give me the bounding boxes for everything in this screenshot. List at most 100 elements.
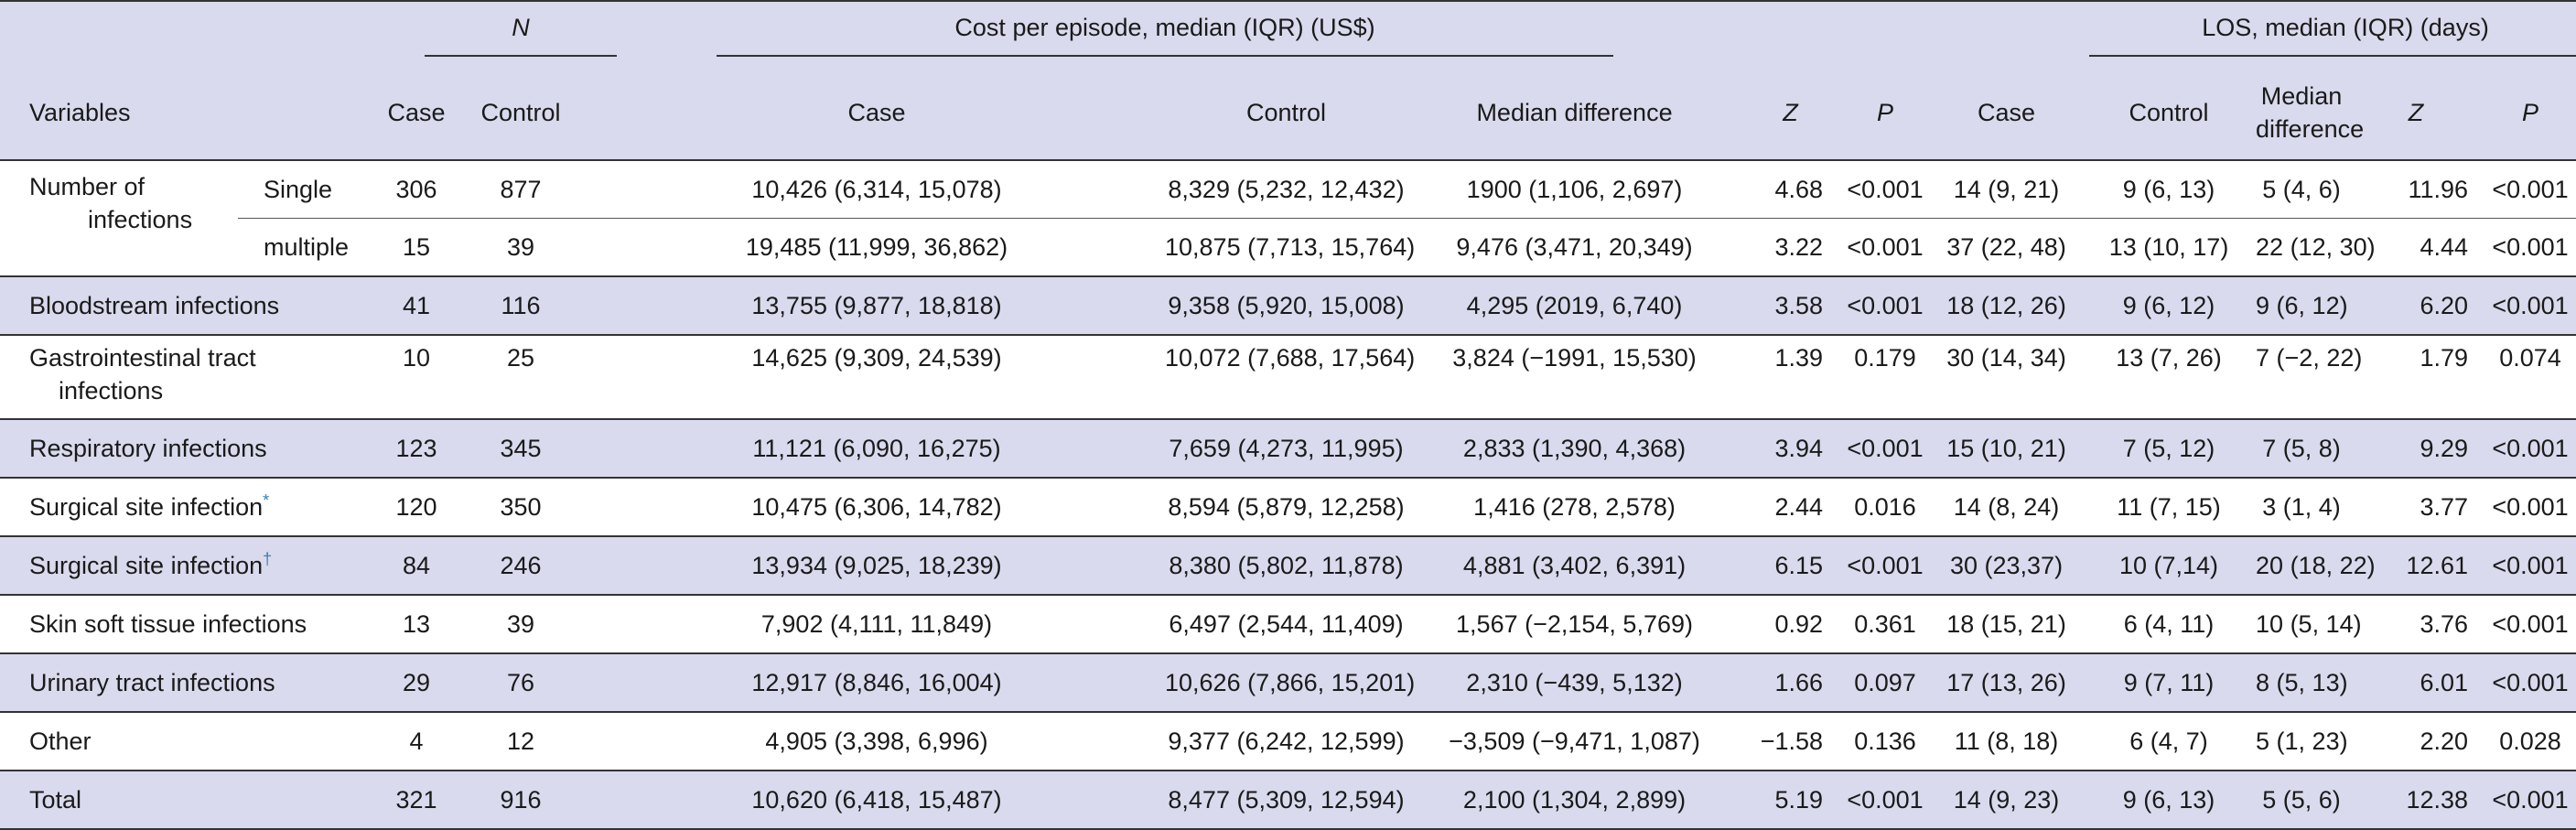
los-z-cell: 2.20: [2347, 712, 2485, 771]
n-control-cell: 877: [453, 160, 588, 219]
table-row: Number of infections Single 306 877 10,4…: [0, 160, 2576, 277]
los-p-cell: <0.001: [2484, 419, 2576, 479]
los-z-cell: 6.20: [2347, 276, 2485, 336]
cost-z-cell: 1.66: [1741, 653, 1840, 713]
n-control-cell: 350: [453, 478, 588, 537]
sub-variable-cell: multiple: [238, 218, 380, 277]
variable-cell: Gastrointestinal tract infections: [0, 335, 380, 420]
n-control-cell: 12: [453, 712, 588, 771]
cost-diff-header: Median difference: [1407, 66, 1742, 161]
cost-control-header: Control: [1165, 66, 1407, 161]
cost-case-cell: 19,485 (11,999, 36,862): [588, 218, 1165, 277]
cost-case-cell: 12,917 (8,846, 16,004): [588, 653, 1165, 713]
cost-p-cell: <0.001: [1839, 276, 1932, 336]
sub-variable-cell: Single: [238, 160, 380, 219]
variable-cell: Bloodstream infections: [0, 276, 380, 336]
n-group-header: N: [380, 1, 662, 66]
los-group-header: LOS, median (IQR) (days): [2082, 1, 2576, 66]
n-case-cell: 4: [380, 712, 453, 771]
los-z-cell: 6.01: [2347, 653, 2485, 713]
table-row: Bloodstream infections 41 116 13,755 (9,…: [0, 276, 2576, 336]
cost-diff-cell: 9,476 (3,471, 20,349): [1407, 218, 1742, 277]
los-case-cell: 30 (23,37): [1931, 536, 2083, 596]
footnote-mark: †: [263, 550, 273, 568]
cost-z-cell: 5.19: [1741, 771, 1840, 830]
n-case-cell: 321: [380, 771, 453, 830]
cost-p-cell: <0.001: [1839, 771, 1932, 830]
los-diff-cell: 5 (5, 6): [2256, 771, 2348, 830]
los-control-cell: 9 (6, 12): [2082, 276, 2257, 336]
cost-control-cell: 8,380 (5,802, 11,878): [1165, 536, 1407, 596]
los-p-cell: <0.001: [2484, 478, 2576, 537]
cost-diff-cell: 2,833 (1,390, 4,368): [1407, 419, 1742, 479]
cost-control-cell: 8,329 (5,232, 12,432): [1165, 160, 1407, 219]
cost-control-cell: 9,358 (5,920, 15,008): [1165, 276, 1407, 336]
cost-p-cell: 0.016: [1839, 478, 1932, 537]
cost-case-cell: 10,620 (6,418, 15,487): [588, 771, 1165, 830]
cost-case-header: Case: [588, 66, 1165, 161]
cost-p-cell: <0.001: [1839, 218, 1932, 277]
los-p-cell: 0.074: [2484, 335, 2576, 420]
los-z-cell: 3.77: [2347, 478, 2485, 537]
cost-zp-spacer: [1668, 1, 2082, 66]
los-z-cell: 12.38: [2347, 771, 2485, 830]
table-row: Gastrointestinal tract infections 10 25 …: [0, 335, 2576, 420]
n-control-cell: 916: [453, 771, 588, 830]
variable-cell: Other: [0, 712, 380, 771]
los-diff-cell: 7 (5, 8): [2256, 419, 2348, 479]
los-p-cell: <0.001: [2484, 536, 2576, 596]
los-case-cell: 18 (12, 26): [1931, 276, 2083, 336]
cost-control-cell: 10,072 (7,688, 17,564): [1165, 335, 1415, 420]
cost-z-cell: 4.68: [1741, 160, 1840, 219]
los-p-cell: 0.028: [2484, 712, 2576, 771]
cost-diff-cell: 3,824 (−1991, 15,530): [1407, 335, 1742, 420]
n-control-cell: 39: [453, 595, 588, 654]
los-z-cell: 1.79: [2347, 335, 2485, 420]
n-case-cell: 306: [380, 160, 453, 219]
cost-diff-cell: 1900 (1,106, 2,697): [1407, 160, 1742, 219]
variable-cell: Surgical site infection†: [0, 536, 380, 596]
n-control-cell: 76: [453, 653, 588, 713]
los-control-cell: 10 (7,14): [2082, 536, 2257, 596]
los-diff-cell: 9 (6, 12): [2256, 276, 2348, 336]
footnote-mark: *: [263, 491, 270, 510]
table-row: Other 4 12 4,905 (3,398, 6,996) 9,377 (6…: [0, 712, 2576, 771]
los-case-cell: 30 (14, 34): [1931, 335, 2083, 420]
cost-case-cell: 13,755 (9,877, 18,818): [588, 276, 1165, 336]
n-control-cell: 25: [453, 335, 588, 420]
n-case-cell: 10: [380, 335, 453, 420]
table-body: Number of infections Single 306 877 10,4…: [0, 160, 2576, 830]
variable-cell: Urinary tract infections: [0, 653, 380, 713]
cost-control-cell: 8,477 (5,309, 12,594): [1165, 771, 1407, 830]
cost-z-cell: 3.58: [1741, 276, 1840, 336]
los-control-cell: 9 (6, 13): [2082, 160, 2257, 219]
los-z-cell: 12.61: [2347, 536, 2485, 596]
los-z-header: Z: [2347, 66, 2485, 161]
los-diff-cell: 3 (1, 4): [2256, 478, 2348, 537]
los-control-cell: 13 (7, 26): [2082, 335, 2257, 420]
cost-control-cell: 9,377 (6,242, 12,599): [1165, 712, 1407, 771]
los-control-header: Control: [2082, 66, 2257, 161]
los-case-cell: 11 (8, 18): [1931, 712, 2083, 771]
los-p-cell: <0.001: [2484, 218, 2576, 277]
variable-cell: Respiratory infections: [0, 419, 380, 479]
cost-control-cell: 10,875 (7,713, 15,764): [1165, 218, 1415, 277]
cost-group-header: Cost per episode, median (IQR) (US$): [662, 1, 1668, 66]
table-row: Surgical site infection* 120 350 10,475 …: [0, 478, 2576, 537]
n-case-header: Case: [380, 66, 453, 161]
los-p-cell: <0.001: [2484, 160, 2576, 219]
n-case-cell: 15: [380, 218, 453, 277]
los-case-cell: 14 (8, 24): [1931, 478, 2083, 537]
los-z-cell: 4.44: [2347, 218, 2485, 277]
los-p-header: P: [2484, 66, 2576, 161]
cost-diff-cell: −3,509 (−9,471, 1,087): [1407, 712, 1742, 771]
los-diff-cell: 20 (18, 22): [2256, 536, 2376, 596]
los-p-cell: <0.001: [2484, 595, 2576, 654]
cost-case-cell: 10,426 (6,314, 15,078): [588, 160, 1165, 219]
cost-diff-cell: 1,416 (278, 2,578): [1407, 478, 1742, 537]
cost-case-cell: 13,934 (9,025, 18,239): [588, 536, 1165, 596]
los-control-cell: 11 (7, 15): [2082, 478, 2257, 537]
n-case-cell: 13: [380, 595, 453, 654]
cost-case-cell: 14,625 (9,309, 24,539): [588, 335, 1165, 420]
cost-control-cell: 6,497 (2,544, 11,409): [1165, 595, 1407, 654]
